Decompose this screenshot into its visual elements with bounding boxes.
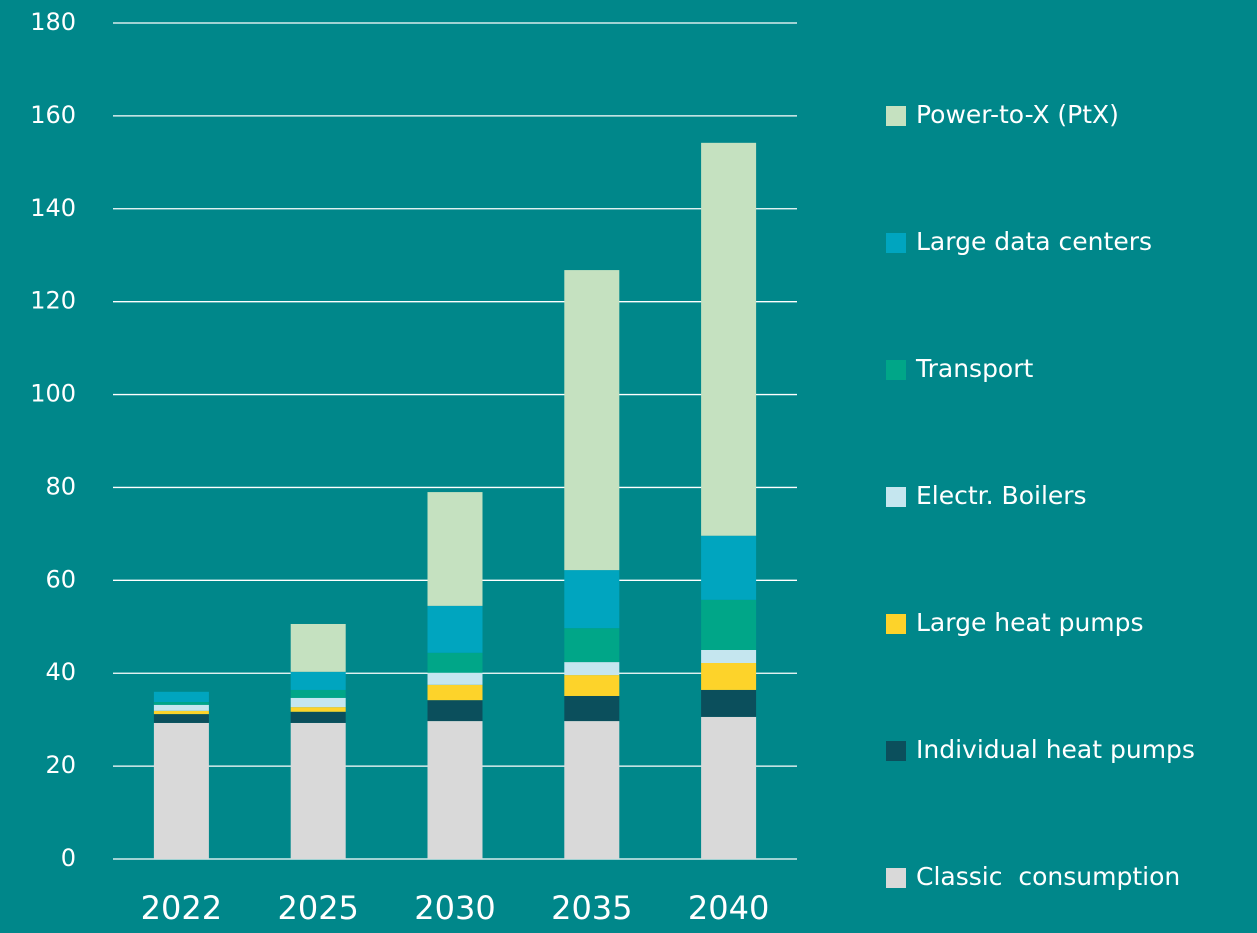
bar-segment (701, 142, 757, 536)
legend-swatch (886, 741, 906, 761)
bar-segment (427, 721, 483, 859)
bar-segment (290, 689, 346, 698)
x-tick-label: 2025 (277, 889, 358, 927)
bar-segment (153, 691, 209, 703)
bar-segment (564, 662, 620, 676)
y-tick-label: 40 (45, 658, 76, 686)
bar-segment (427, 684, 483, 701)
bar-segment (701, 716, 757, 859)
bar-segment (290, 722, 346, 859)
bar-segment (564, 270, 620, 571)
legend-swatch (886, 614, 906, 634)
bar-segment (290, 697, 346, 708)
legend-swatch (886, 487, 906, 507)
legend-label: Electr. Boilers (916, 481, 1087, 510)
bar-segment (701, 535, 757, 600)
bar-segment (153, 714, 209, 723)
bar-segment (153, 704, 209, 711)
y-tick-label: 20 (45, 751, 76, 779)
y-tick-label: 140 (30, 194, 76, 222)
legend-label: Large data centers (916, 227, 1152, 256)
bar-segment (564, 675, 620, 696)
bar-segment (701, 650, 757, 664)
x-tick-label: 2035 (551, 889, 632, 927)
legend-label: Individual heat pumps (916, 735, 1195, 764)
x-tick-label: 2040 (688, 889, 769, 927)
bar-segment (427, 672, 483, 685)
y-tick-label: 60 (45, 565, 76, 593)
bar-segment (427, 492, 483, 606)
y-tick-label: 80 (45, 472, 76, 500)
bar-segment (701, 689, 757, 717)
legend-label: Transport (915, 354, 1034, 383)
bar-segment (153, 702, 209, 705)
legend-swatch (886, 868, 906, 888)
x-tick-label: 2022 (141, 889, 222, 927)
y-tick-label: 180 (30, 8, 76, 36)
legend-label: Classic consumption (916, 862, 1180, 891)
bar-segment (290, 623, 346, 672)
bar-segment (290, 707, 346, 712)
legend-swatch (886, 233, 906, 253)
bar-segment (153, 722, 209, 859)
bar-segment (564, 570, 620, 629)
bar-segment (564, 695, 620, 722)
y-tick-label: 100 (30, 380, 76, 408)
y-tick-label: 160 (30, 101, 76, 129)
bar-segment (427, 700, 483, 722)
bar-segment (701, 599, 757, 650)
bar-segment (701, 663, 757, 690)
bar-segment (290, 711, 346, 723)
legend-swatch (886, 360, 906, 380)
bar-segment (427, 652, 483, 673)
legend-label: Power-to-X (PtX) (916, 100, 1119, 129)
y-tick-label: 120 (30, 287, 76, 315)
x-tick-label: 2030 (414, 889, 495, 927)
bar-segment (153, 710, 209, 715)
bar-segment (427, 605, 483, 653)
bar-segment (564, 628, 620, 663)
legend-label: Large heat pumps (916, 608, 1144, 637)
y-tick-label: 0 (61, 844, 76, 872)
bar-segment (564, 721, 620, 859)
legend-swatch (886, 106, 906, 126)
bar-segment (290, 671, 346, 690)
